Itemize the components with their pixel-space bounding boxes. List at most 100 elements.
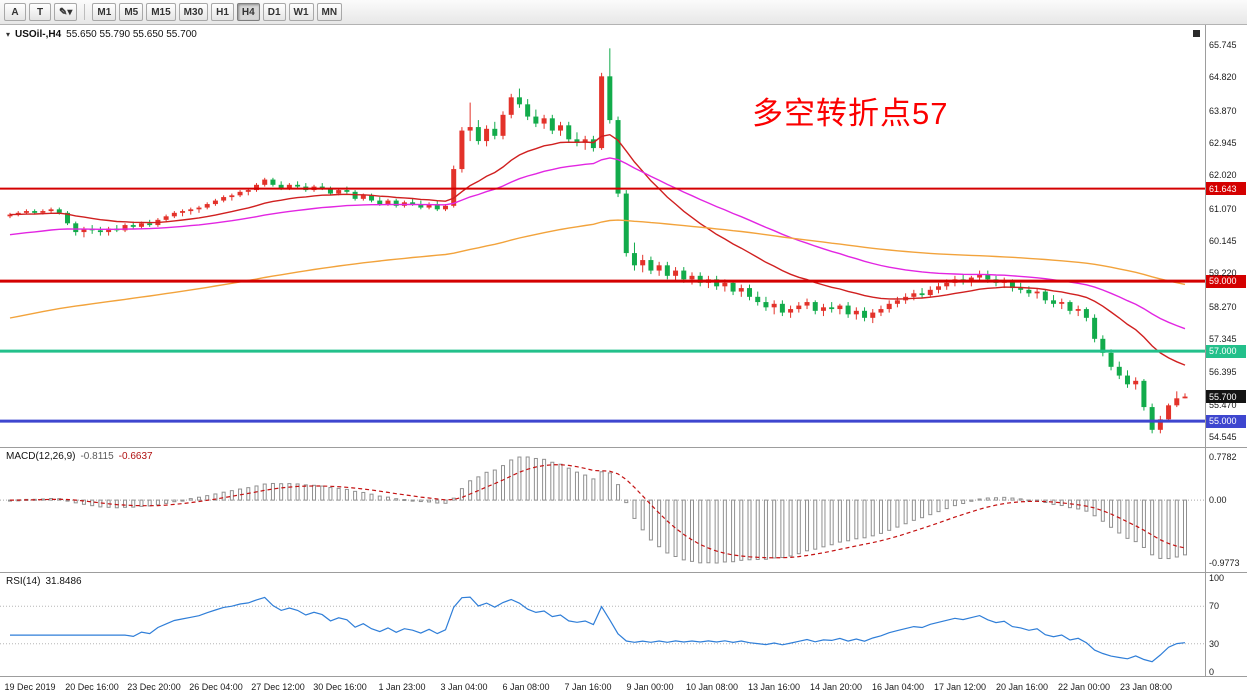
macd-bar	[928, 499, 933, 516]
macd-bar	[895, 499, 900, 528]
tf-button-M1[interactable]: M1	[92, 3, 117, 21]
macd-bar	[394, 498, 399, 501]
tf-button-MN[interactable]: MN	[316, 3, 343, 21]
chart-corner-marker-icon	[1193, 30, 1200, 37]
macd-bar	[878, 499, 883, 534]
macd-bar	[624, 499, 629, 504]
tf-button-H1[interactable]: H1	[211, 3, 234, 21]
candle	[336, 190, 342, 194]
macd-bar	[648, 499, 653, 541]
toolbar-separator	[84, 4, 86, 20]
drawing-tools-dropdown[interactable]: ✎▾	[54, 3, 78, 21]
candle	[377, 200, 383, 205]
candle	[763, 302, 769, 308]
cursor-tool-button[interactable]: A	[4, 3, 26, 21]
macd-bar	[731, 499, 736, 563]
toolbar: A T ✎▾ M1 M5 M15 M30 H1 H4 D1 W1 MN	[0, 0, 1247, 25]
macd-bar	[550, 461, 555, 501]
candle	[65, 212, 71, 224]
ma-medium-line	[9, 157, 1186, 330]
candle	[229, 195, 235, 198]
price-axis[interactable]	[1206, 25, 1247, 676]
macd-bar	[887, 499, 892, 531]
candle	[935, 286, 941, 290]
macd-bar	[468, 480, 473, 501]
text-tool-button[interactable]: T	[29, 3, 51, 21]
candle	[1116, 366, 1122, 376]
candle	[97, 230, 103, 233]
tf-button-H4[interactable]: H4	[236, 3, 260, 21]
macd-bar	[254, 485, 259, 501]
macd-bar	[994, 497, 999, 501]
candle	[1157, 419, 1163, 430]
tf-button-W1[interactable]: W1	[288, 3, 314, 21]
macd-bar	[952, 499, 957, 507]
collapse-arrow-icon[interactable]: ▾	[6, 30, 11, 39]
macd-bar	[1002, 496, 1007, 501]
macd-bar	[295, 483, 300, 501]
tf-button-M5[interactable]: M5	[119, 3, 144, 21]
macd-bar	[525, 456, 530, 501]
candle	[1100, 338, 1106, 353]
macd-histogram	[8, 456, 1187, 564]
macd-bar	[533, 457, 538, 501]
candle	[944, 282, 950, 287]
macd-bar	[229, 490, 234, 501]
candle	[237, 191, 243, 196]
candle	[607, 76, 613, 121]
candle	[919, 293, 925, 296]
candle	[32, 211, 38, 213]
candle	[878, 309, 884, 313]
macd-bar	[714, 499, 719, 564]
candle	[1108, 352, 1114, 367]
candle	[862, 310, 868, 318]
macd-bar	[780, 499, 785, 559]
candle	[779, 303, 785, 313]
macd-bar	[402, 499, 407, 502]
macd-bar	[698, 499, 703, 564]
candle	[927, 289, 933, 296]
macd-bar	[427, 499, 432, 503]
tf-button-D1[interactable]: D1	[262, 3, 286, 21]
candle	[829, 307, 835, 310]
macd-bar	[476, 476, 481, 501]
candle	[221, 197, 227, 201]
macd-bar	[788, 499, 793, 557]
macd-bar	[385, 496, 390, 501]
chart-annotation-text[interactable]: 多空转折点57	[752, 96, 949, 131]
candle	[1083, 309, 1089, 318]
candle	[533, 116, 539, 124]
candle	[656, 265, 662, 271]
macd-bar	[632, 499, 637, 519]
macd-bar	[1010, 497, 1015, 501]
time-axis[interactable]	[0, 677, 1205, 696]
macd-bar	[706, 499, 711, 564]
candle	[459, 130, 465, 170]
macd-bar	[1100, 499, 1105, 522]
tf-button-M30[interactable]: M30	[178, 3, 209, 21]
macd-bar	[328, 487, 333, 501]
macd-bar	[755, 499, 760, 560]
candle	[163, 216, 169, 220]
macd-bar	[583, 474, 588, 501]
macd-bar	[591, 478, 596, 501]
candle	[1034, 291, 1040, 294]
macd-bar	[1059, 499, 1064, 507]
candle	[599, 76, 605, 149]
candle	[722, 282, 728, 287]
tf-button-M15[interactable]: M15	[146, 3, 176, 21]
candle	[138, 223, 144, 227]
candle	[1075, 309, 1081, 311]
candle	[574, 139, 580, 143]
candle	[245, 190, 251, 192]
candle	[788, 309, 794, 313]
macd-bar	[616, 484, 621, 501]
macd-bar	[164, 499, 169, 504]
candle	[410, 202, 416, 205]
macd-bar	[205, 495, 210, 501]
macd-bar	[459, 488, 464, 501]
candle	[804, 302, 810, 306]
macd-bar	[1117, 499, 1122, 534]
